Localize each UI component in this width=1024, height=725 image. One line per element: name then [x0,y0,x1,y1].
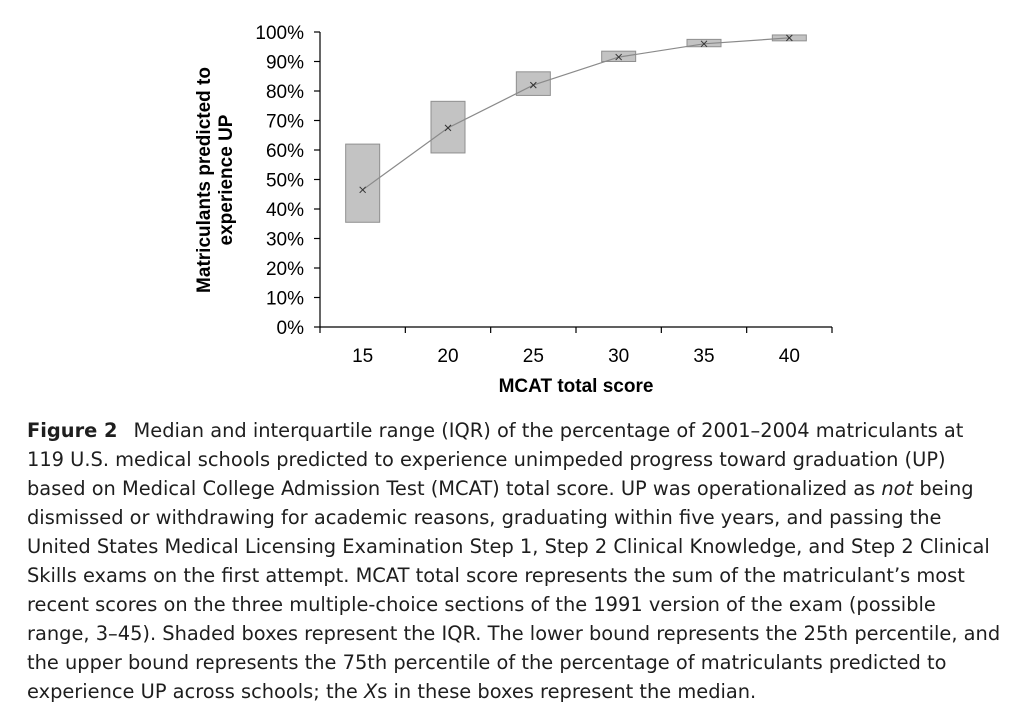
median-marker [444,124,452,132]
iqr-box [430,100,466,154]
caption-emphasis-1: not [881,477,914,500]
caption-text-3: s in these boxes represent the median. [377,680,757,703]
iqr-box [515,71,551,96]
median-marker [615,53,623,61]
median-trend-line [362,37,790,191]
y-tick-label: 0% [277,318,305,339]
y-tick-label: 80% [266,82,304,103]
y-tick-label: 60% [266,141,304,162]
y-tick-label: 90% [266,53,304,74]
y-tick-label: 70% [266,112,304,133]
box-plot-chart: 0% 10% 20% 30% 40% 50% 60% 70% 80% 90% 100% 15 20 25… [194,23,833,397]
caption-text-2: being dismissed or withdrawing for acade… [27,477,1001,703]
median-marker [785,34,793,42]
y-tick-label: 50% [266,171,304,192]
iqr-boxes [345,34,807,223]
x-tick-label: 30 [608,346,629,367]
iqr-box [345,143,381,223]
y-axis: 0% 10% 20% 30% 40% 50% 60% 70% 80% 90% 100% [255,23,321,339]
x-tick-label: 40 [779,346,800,367]
y-tick-label: 30% [266,230,304,251]
figure-caption: Figure 2 Median and interquartile range (… [27,416,1002,706]
y-tick-label: 20% [266,259,304,280]
y-tick-label: 10% [266,289,304,310]
figure-label: Figure 2 [27,419,118,442]
y-axis-title-line-1: Matriculants predicted to [194,67,215,293]
median-marker [359,186,367,194]
x-tick-label: 15 [352,346,373,367]
iqr-box [601,50,637,62]
x-tick-label: 25 [523,346,544,367]
caption-text-1: Median and interquartile range (IQR) of … [27,419,964,500]
x-tick-label: 35 [693,346,714,367]
y-tick-label: 100% [255,23,304,44]
median-marker [529,81,537,89]
y-tick-label: 40% [266,200,304,221]
median-markers [359,34,793,194]
median-marker [700,40,708,48]
y-axis-title-line-2: experience UP [216,114,237,245]
x-tick-label: 20 [437,346,458,367]
x-axis: 15 20 25 30 35 40 [319,326,833,367]
caption-emphasis-2: X [363,680,378,703]
x-axis-title: MCAT total score [499,376,654,397]
